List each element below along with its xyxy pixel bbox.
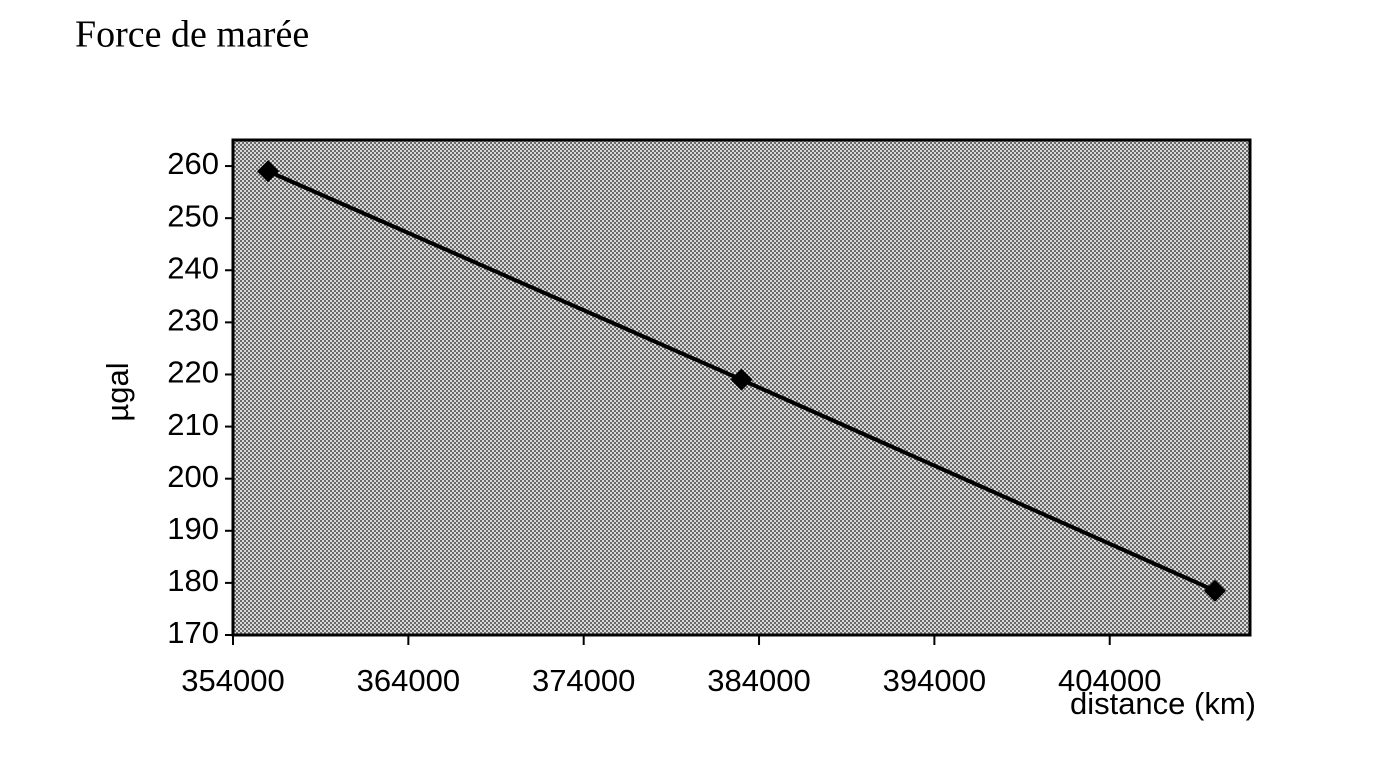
data-point xyxy=(730,368,753,391)
x-tick-label: 374000 xyxy=(532,663,635,698)
y-tick-label: 260 xyxy=(167,146,219,181)
x-tick-label: 354000 xyxy=(181,663,284,698)
x-tick-label: 404000 xyxy=(1058,663,1161,698)
data-point xyxy=(1203,579,1226,602)
y-tick-label: 180 xyxy=(167,563,219,598)
x-tick-label: 394000 xyxy=(883,663,986,698)
y-tick-label: 210 xyxy=(167,407,219,442)
y-tick-label: 190 xyxy=(167,511,219,546)
y-axis-title: µgal xyxy=(100,362,135,421)
y-tick-label: 230 xyxy=(167,303,219,338)
x-tick-label: 384000 xyxy=(707,663,810,698)
y-tick-label: 220 xyxy=(167,355,219,390)
y-tick-label: 170 xyxy=(167,615,219,650)
y-tick-label: 250 xyxy=(167,198,219,233)
y-tick-label: 240 xyxy=(167,250,219,285)
chart-title: Force de marée xyxy=(75,14,309,56)
x-axis-title: distance (km) xyxy=(1070,686,1256,721)
data-point xyxy=(257,160,280,183)
x-tick-label: 364000 xyxy=(357,663,460,698)
y-tick-label: 200 xyxy=(167,459,219,494)
